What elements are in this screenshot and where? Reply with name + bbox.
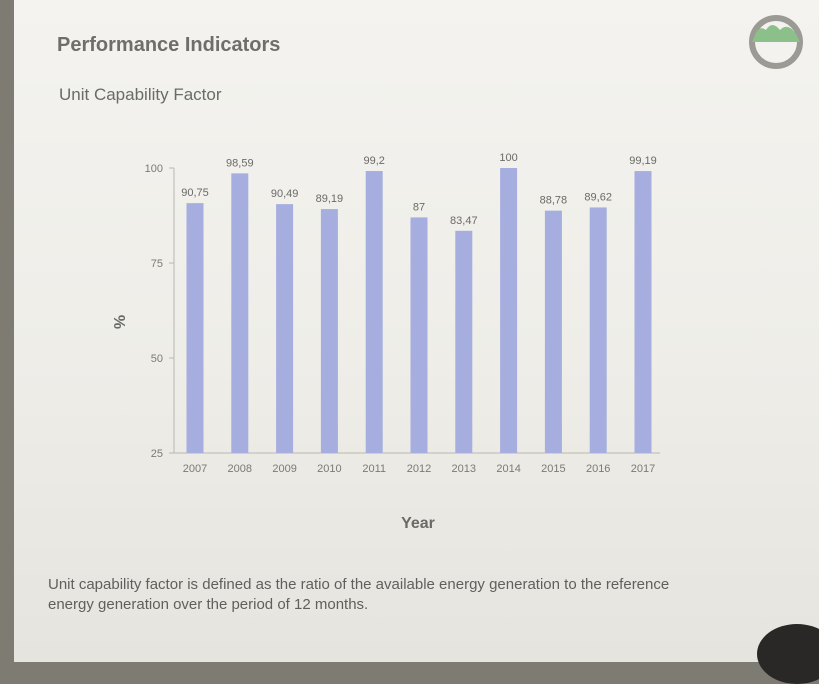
data-label-2017: 99,19 [629, 155, 657, 167]
x-tick-label-2009: 2009 [272, 463, 296, 475]
bar-2012 [410, 217, 428, 453]
x-tick-label-2007: 2007 [183, 463, 207, 475]
x-tick-label-2014: 2014 [496, 463, 520, 475]
data-label-2013: 83,47 [450, 215, 478, 227]
bar-2017 [634, 171, 652, 453]
slide: Performance Indicators Unit Capability F… [14, 0, 819, 684]
x-tick-label-2011: 2011 [362, 463, 386, 475]
bar-2013 [455, 230, 473, 453]
data-label-2012: 87 [413, 201, 425, 213]
data-label-2007: 90,75 [181, 187, 209, 199]
bar-2009 [276, 204, 294, 453]
y-tick-label: 100 [145, 163, 163, 175]
page-subtitle: Unit Capability Factor [59, 85, 222, 104]
definition-caption: Unit capability factor is defined as the… [48, 576, 670, 613]
x-tick-label-2013: 2013 [452, 463, 476, 475]
bar-2015 [544, 210, 562, 453]
bar-2016 [589, 207, 607, 453]
x-tick-label-2008: 2008 [228, 463, 252, 475]
x-tick-label-2017: 2017 [631, 463, 655, 475]
page-title: Performance Indicators [57, 34, 281, 56]
data-label-2011: 99,2 [363, 155, 384, 167]
x-tick-label-2016: 2016 [586, 463, 610, 475]
bar-2011 [365, 171, 383, 454]
x-tick-label-2010: 2010 [317, 463, 341, 475]
data-label-2010: 89,19 [316, 193, 344, 205]
y-tick-label: 25 [151, 448, 163, 460]
bar-chart: 25 50 75 100 90,75 2007 98,59 2008 90,49 2009 89,… [110, 152, 660, 532]
y-tick-label: 75 [151, 258, 163, 270]
bar-2010 [320, 209, 338, 453]
bar-2008 [231, 173, 249, 453]
data-label-2008: 98,59 [226, 157, 254, 169]
company-logo-icon [749, 15, 803, 69]
data-label-2016: 89,62 [584, 191, 612, 203]
x-tick-label-2015: 2015 [541, 463, 565, 475]
data-label-2015: 88,78 [540, 195, 568, 207]
x-axis-label: Year [401, 515, 435, 532]
data-label-2014: 100 [499, 152, 517, 164]
y-axis-label: % [110, 315, 127, 329]
y-tick-label: 50 [151, 353, 163, 365]
bar-2007 [186, 203, 204, 453]
bar-2014 [500, 168, 518, 453]
x-tick-label-2012: 2012 [407, 463, 431, 475]
data-label-2009: 90,49 [271, 188, 299, 200]
